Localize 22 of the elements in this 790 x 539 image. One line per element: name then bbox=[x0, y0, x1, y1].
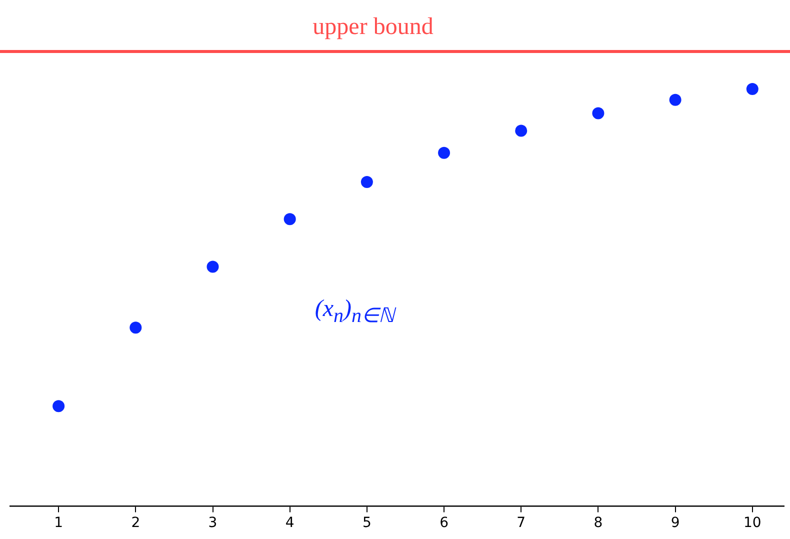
ref-line-label: upper bound bbox=[312, 14, 434, 40]
x-tick-label: 8 bbox=[594, 515, 603, 532]
x-tick-label: 6 bbox=[440, 515, 449, 532]
x-tick-label: 1 bbox=[54, 515, 64, 532]
x-tick-label: 2 bbox=[131, 515, 140, 532]
point bbox=[438, 146, 450, 159]
point bbox=[746, 83, 758, 96]
point bbox=[669, 94, 682, 106]
x-tick-label: 3 bbox=[208, 515, 218, 532]
text: (x$_{n}$)$_{n∈ℕ}$ bbox=[314, 296, 394, 328]
point bbox=[284, 213, 296, 226]
x-tick-label: 9 bbox=[670, 515, 680, 532]
point bbox=[130, 322, 142, 334]
x-tick-label: 10 bbox=[743, 515, 762, 532]
x-tick-label: 5 bbox=[362, 515, 372, 532]
point bbox=[360, 176, 373, 188]
x-tick-label: 7 bbox=[516, 515, 526, 532]
x-tick-label: 4 bbox=[285, 515, 294, 532]
point bbox=[52, 400, 65, 412]
point bbox=[206, 260, 219, 273]
point bbox=[515, 124, 528, 137]
point bbox=[592, 107, 604, 120]
